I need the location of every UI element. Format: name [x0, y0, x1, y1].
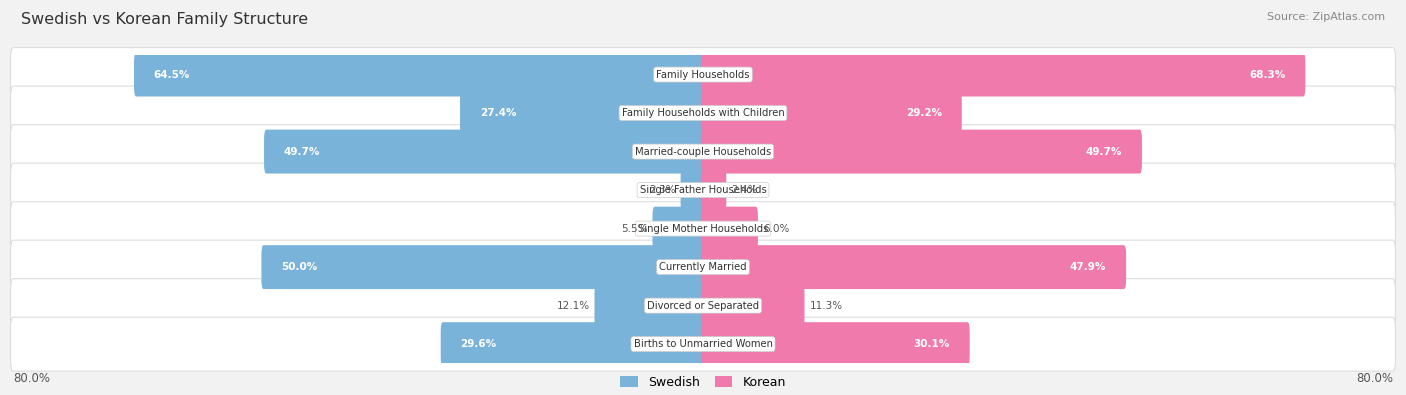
- FancyBboxPatch shape: [460, 91, 706, 135]
- Text: 47.9%: 47.9%: [1070, 262, 1107, 272]
- FancyBboxPatch shape: [681, 168, 706, 212]
- Text: Single Father Households: Single Father Households: [640, 185, 766, 195]
- FancyBboxPatch shape: [700, 207, 758, 250]
- FancyBboxPatch shape: [652, 207, 706, 250]
- Text: Single Mother Households: Single Mother Households: [638, 224, 768, 233]
- Text: Family Households with Children: Family Households with Children: [621, 108, 785, 118]
- FancyBboxPatch shape: [700, 53, 1305, 96]
- Legend: Swedish, Korean: Swedish, Korean: [620, 376, 786, 389]
- Text: Married-couple Households: Married-couple Households: [636, 147, 770, 156]
- FancyBboxPatch shape: [11, 163, 1395, 217]
- FancyBboxPatch shape: [11, 201, 1395, 256]
- Text: 11.3%: 11.3%: [810, 301, 842, 310]
- FancyBboxPatch shape: [595, 284, 706, 327]
- FancyBboxPatch shape: [11, 279, 1395, 333]
- Text: Source: ZipAtlas.com: Source: ZipAtlas.com: [1267, 12, 1385, 22]
- Text: 6.0%: 6.0%: [762, 224, 789, 233]
- Text: 49.7%: 49.7%: [284, 147, 321, 156]
- Text: 49.7%: 49.7%: [1085, 147, 1122, 156]
- FancyBboxPatch shape: [264, 130, 706, 173]
- Text: 64.5%: 64.5%: [153, 70, 190, 79]
- Text: Divorced or Separated: Divorced or Separated: [647, 301, 759, 310]
- FancyBboxPatch shape: [11, 317, 1395, 371]
- Text: Swedish vs Korean Family Structure: Swedish vs Korean Family Structure: [21, 12, 308, 27]
- Text: Family Households: Family Households: [657, 70, 749, 79]
- Text: Births to Unmarried Women: Births to Unmarried Women: [634, 339, 772, 349]
- FancyBboxPatch shape: [700, 130, 1142, 173]
- FancyBboxPatch shape: [700, 245, 1126, 289]
- FancyBboxPatch shape: [700, 168, 727, 212]
- Text: 80.0%: 80.0%: [13, 372, 51, 385]
- Text: 27.4%: 27.4%: [479, 108, 516, 118]
- FancyBboxPatch shape: [700, 91, 962, 135]
- Text: 29.6%: 29.6%: [461, 339, 496, 349]
- Text: 2.3%: 2.3%: [650, 185, 676, 195]
- FancyBboxPatch shape: [700, 284, 804, 327]
- FancyBboxPatch shape: [440, 322, 706, 366]
- FancyBboxPatch shape: [262, 245, 706, 289]
- Text: Currently Married: Currently Married: [659, 262, 747, 272]
- Text: 68.3%: 68.3%: [1250, 70, 1285, 79]
- Text: 12.1%: 12.1%: [557, 301, 589, 310]
- FancyBboxPatch shape: [134, 53, 706, 96]
- Text: 30.1%: 30.1%: [914, 339, 950, 349]
- Text: 50.0%: 50.0%: [281, 262, 318, 272]
- FancyBboxPatch shape: [11, 86, 1395, 140]
- Text: 2.4%: 2.4%: [731, 185, 758, 195]
- FancyBboxPatch shape: [11, 125, 1395, 179]
- Text: 5.5%: 5.5%: [621, 224, 648, 233]
- Text: 29.2%: 29.2%: [905, 108, 942, 118]
- FancyBboxPatch shape: [700, 322, 970, 366]
- FancyBboxPatch shape: [11, 48, 1395, 102]
- FancyBboxPatch shape: [11, 240, 1395, 294]
- Text: 80.0%: 80.0%: [1355, 372, 1393, 385]
